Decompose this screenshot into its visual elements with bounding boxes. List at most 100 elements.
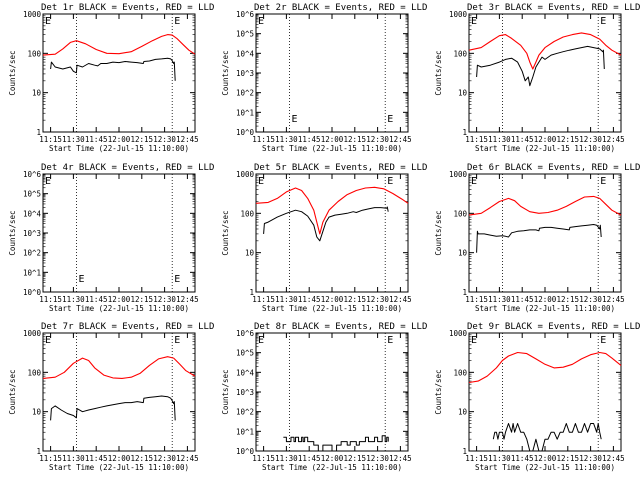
y-tick-label: 10 xyxy=(32,408,42,417)
x-tick-label: 11:30 xyxy=(275,454,298,463)
panel-det-4: Det 4r BLACK = Events, RED = LLD 10^0 10^1… xyxy=(8,163,214,313)
y-tick-label: 100 xyxy=(27,49,41,58)
x-tick-label: 12:30 xyxy=(366,295,389,304)
event-marker: E xyxy=(258,176,264,187)
panel-title: Det 6r BLACK = Events, RED = LLD xyxy=(467,163,640,173)
y-axis-label: Counts/sec xyxy=(434,369,443,414)
y-tick-label: 10^4 xyxy=(236,368,255,377)
x-tick-label: 12:15 xyxy=(557,135,580,144)
x-tick-label: 12:45 xyxy=(602,135,625,144)
y-tick-label: 10^1 xyxy=(236,427,254,436)
x-tick-label: 11:45 xyxy=(85,295,108,304)
x-axis-label: Start Time (22-Jul-15 11:10:00) xyxy=(49,144,189,153)
y-tick-label: 100 xyxy=(27,368,41,377)
series-lld xyxy=(468,351,622,384)
y-tick-label: 10^0 xyxy=(23,288,42,297)
series-events xyxy=(50,395,176,421)
plot-frame xyxy=(255,13,409,133)
panel-det-3: Det 3r BLACK = Events, RED = LLD 1 10 100 10… xyxy=(434,3,640,153)
y-tick-label: 100 xyxy=(453,49,467,58)
x-tick-label: 12:45 xyxy=(602,454,625,463)
x-tick-label: 11:15 xyxy=(252,135,275,144)
event-marker: E xyxy=(471,176,477,187)
x-tick-label: 12:30 xyxy=(366,135,389,144)
x-tick-label: 11:30 xyxy=(62,295,85,304)
x-tick-label: 12:00 xyxy=(108,135,131,144)
y-tick-label: 100 xyxy=(453,368,467,377)
panel-det-5: Det 5r BLACK = Events, RED = LLD 1 10 100 10… xyxy=(221,163,427,313)
y-tick-label: 1000 xyxy=(23,329,42,338)
x-tick-label: 12:15 xyxy=(557,295,580,304)
y-tick-label: 10^1 xyxy=(236,108,254,117)
y-tick-label: 1000 xyxy=(23,10,42,19)
event-marker: E xyxy=(600,335,606,346)
y-tick-label: 1 xyxy=(36,128,41,137)
y-tick-label: 1000 xyxy=(449,329,468,338)
x-tick-label: 12:00 xyxy=(321,295,344,304)
plot-frame xyxy=(468,173,622,293)
y-axis-label: Counts/sec xyxy=(8,369,17,414)
x-tick-label: 12:00 xyxy=(534,135,557,144)
y-tick-label: 10^5 xyxy=(236,349,254,358)
y-tick-label: 10^2 xyxy=(236,89,254,98)
y-tick-label: 10 xyxy=(458,89,468,98)
event-marker: E xyxy=(387,335,393,346)
event-marker: E xyxy=(258,16,264,27)
series-events xyxy=(50,57,176,81)
y-tick-label: 10^1 xyxy=(23,268,41,277)
y-axis-label: Counts/sec xyxy=(221,50,230,95)
y-tick-label: 100 xyxy=(240,209,254,218)
y-tick-label: 10^0 xyxy=(236,128,255,137)
y-tick-label: 10 xyxy=(245,249,255,258)
x-axis-label: Start Time (22-Jul-15 11:10:00) xyxy=(49,304,189,313)
plot-frame xyxy=(42,332,196,452)
x-tick-label: 11:30 xyxy=(62,454,85,463)
x-tick-label: 11:30 xyxy=(275,295,298,304)
event-marker: E xyxy=(174,274,180,285)
y-tick-label: 10^4 xyxy=(23,209,42,218)
x-tick-label: 11:45 xyxy=(298,295,321,304)
x-tick-label: 11:15 xyxy=(252,295,275,304)
y-tick-label: 10 xyxy=(32,89,42,98)
x-tick-label: 12:30 xyxy=(366,454,389,463)
x-axis-label: Start Time (22-Jul-15 11:10:00) xyxy=(262,304,402,313)
panel-title: Det 7r BLACK = Events, RED = LLD xyxy=(41,322,214,332)
x-tick-label: 12:15 xyxy=(344,454,367,463)
event-marker: E xyxy=(291,114,297,125)
series-lld xyxy=(468,195,622,216)
y-axis-label: Counts/sec xyxy=(434,210,443,255)
x-tick-label: 11:30 xyxy=(488,135,511,144)
x-axis-label: Start Time (22-Jul-15 11:10:00) xyxy=(475,144,615,153)
x-tick-label: 12:45 xyxy=(176,135,199,144)
panel-title: Det 4r BLACK = Events, RED = LLD xyxy=(41,163,214,173)
event-marker: E xyxy=(600,16,606,27)
series-lld xyxy=(42,34,196,56)
x-tick-label: 12:30 xyxy=(579,135,602,144)
event-marker: E xyxy=(600,176,606,187)
x-tick-label: 11:45 xyxy=(85,454,108,463)
panel-det-9: Det 9r BLACK = Events, RED = LLD 1 10 100 10… xyxy=(434,322,640,472)
panel-title: Det 1r BLACK = Events, RED = LLD xyxy=(41,3,214,13)
event-marker: E xyxy=(387,176,393,187)
series-events xyxy=(476,45,605,87)
x-tick-label: 11:30 xyxy=(488,295,511,304)
panel-det-6: Det 6r BLACK = Events, RED = LLD 1 10 100 10… xyxy=(434,163,640,313)
panel-det-7: Det 7r BLACK = Events, RED = LLD 1 10 100 10… xyxy=(8,322,214,472)
x-tick-label: 12:45 xyxy=(389,454,412,463)
panel-det-8: Det 8r BLACK = Events, RED = LLD 10^0 10^1… xyxy=(221,322,427,472)
y-axis-label: Counts/sec xyxy=(221,369,230,414)
x-tick-label: 11:45 xyxy=(511,454,534,463)
series-events xyxy=(263,206,389,242)
event-marker: E xyxy=(45,16,51,27)
x-tick-label: 12:00 xyxy=(108,295,131,304)
y-tick-label: 10^0 xyxy=(236,447,255,456)
event-marker: E xyxy=(45,335,51,346)
event-marker: E xyxy=(471,335,477,346)
y-tick-label: 10^6 xyxy=(23,170,42,179)
y-tick-label: 10 xyxy=(458,249,468,258)
panel-det-2: Det 2r BLACK = Events, RED = LLD 10^0 10^1… xyxy=(221,3,427,153)
x-tick-label: 12:45 xyxy=(389,135,412,144)
x-axis-label: Start Time (22-Jul-15 11:10:00) xyxy=(262,463,402,472)
x-tick-label: 11:15 xyxy=(39,135,62,144)
